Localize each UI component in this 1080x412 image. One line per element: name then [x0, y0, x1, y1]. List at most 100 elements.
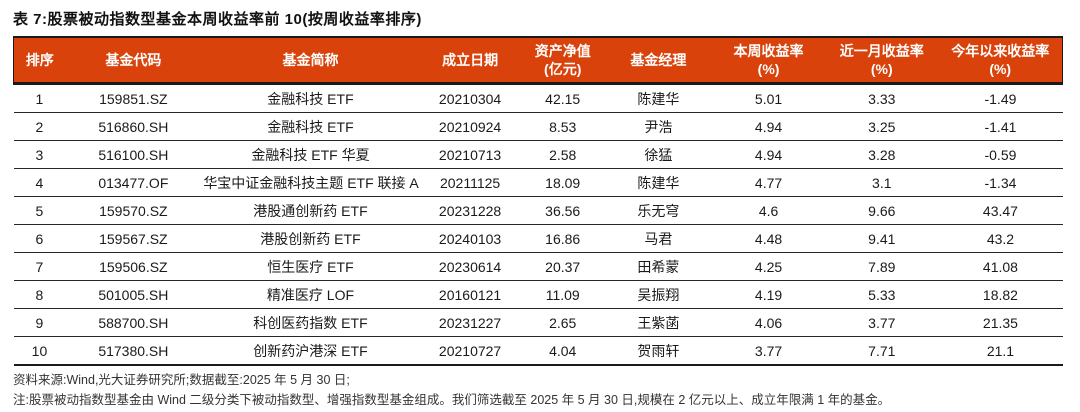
cell-weekly-return: 5.01 [711, 83, 826, 114]
cell-fund-name: 港股通创新药 ETF [201, 196, 420, 226]
cell-rank: 9 [13, 308, 66, 338]
cell-ytd-return: 21.1 [938, 336, 1063, 367]
cell-fund-code: 516860.SH [65, 112, 202, 142]
cell-net-assets: 42.15 [520, 83, 605, 114]
table-row: 4 013477.OF 华宝中证金融科技主题 ETF 联接 A 20211125 18.… [13, 168, 1063, 198]
cell-inception-date: 20160121 [419, 280, 521, 310]
col-header-unit: (亿元) [544, 61, 582, 78]
cell-fund-name: 科创医药指数 ETF [201, 308, 420, 338]
col-header-unit: (%) [989, 61, 1012, 78]
cell-ytd-return: -1.34 [938, 168, 1063, 198]
cell-ytd-return: 43.47 [938, 196, 1063, 226]
col-header-label: 本周收益率 [733, 43, 804, 59]
cell-inception-date: 20231228 [419, 196, 521, 226]
fund-ranking-table: 排序 基金代码 基金简称 成立日期 资产净值 (亿元) 基金经理 本周收益率 (%) 近一月收益率… [13, 36, 1064, 367]
cell-fund-manager: 尹浩 [604, 112, 712, 142]
cell-ytd-return: -1.49 [938, 83, 1063, 114]
cell-rank: 5 [13, 196, 66, 226]
cell-weekly-return: 4.48 [711, 224, 826, 254]
col-header-unit: (%) [870, 61, 893, 78]
col-header-fund-name: 基金简称 [201, 36, 420, 86]
col-header-label: 今年以来收益率 [951, 43, 1050, 59]
cell-fund-manager: 吴振翔 [604, 280, 712, 310]
cell-fund-name: 港股创新药 ETF [201, 224, 420, 254]
method-note: 注:股票被动指数型基金由 Wind 二级分类下被动指数型、增强指数型基金组成。我… [13, 393, 891, 408]
cell-fund-code: 013477.OF [65, 168, 202, 198]
table-footnotes: 资料来源:Wind,光大证券研究所;数据截至:2025 年 5 月 30 日; … [13, 370, 1063, 410]
cell-ytd-return: -0.59 [938, 140, 1063, 170]
cell-fund-name: 精准医疗 LOF [201, 280, 420, 310]
cell-weekly-return: 4.94 [711, 112, 826, 142]
cell-monthly-return: 7.89 [825, 252, 939, 282]
col-header-label: 基金代码 [105, 52, 162, 69]
table-row: 5 159570.SZ 港股通创新药 ETF 20231228 36.56 乐无穹 4.6 9… [13, 196, 1063, 226]
cell-fund-code: 159851.SZ [65, 83, 202, 114]
col-header-label: 基金经理 [630, 52, 687, 69]
header-row: 排序 基金代码 基金简称 成立日期 资产净值 (亿元) 基金经理 本周收益率 (%) 近一月收益率… [13, 36, 1064, 86]
cell-inception-date: 20210924 [419, 112, 521, 142]
table-row: 3 516100.SH 金融科技 ETF 华夏 20210713 2.58 徐猛 4.94 3… [13, 140, 1063, 170]
fund-table-header: 排序 基金代码 基金简称 成立日期 资产净值 (亿元) 基金经理 本周收益率 (%) 近一月收益率… [13, 36, 1064, 86]
cell-weekly-return: 4.94 [711, 140, 826, 170]
cell-fund-manager: 马君 [604, 224, 712, 254]
table-row: 10 517380.SH 创新药沪港深 ETF 20210727 4.04 贺雨轩 3.77… [13, 336, 1063, 367]
cell-monthly-return: 9.41 [825, 224, 939, 254]
col-header-unit: (%) [757, 61, 780, 78]
cell-ytd-return: 18.82 [938, 280, 1063, 310]
cell-rank: 2 [13, 112, 66, 142]
cell-net-assets: 36.56 [520, 196, 605, 226]
cell-weekly-return: 3.77 [711, 336, 826, 367]
cell-ytd-return: 41.08 [938, 252, 1063, 282]
cell-ytd-return: 21.35 [938, 308, 1063, 338]
cell-monthly-return: 3.1 [825, 168, 939, 198]
cell-net-assets: 2.65 [520, 308, 605, 338]
cell-fund-manager: 王紫菡 [604, 308, 712, 338]
cell-fund-manager: 陈建华 [604, 83, 712, 114]
col-header-label: 近一月收益率 [839, 43, 924, 59]
col-header-label: 排序 [25, 52, 54, 69]
cell-net-assets: 4.04 [520, 336, 605, 367]
cell-net-assets: 11.09 [520, 280, 605, 310]
cell-rank: 6 [13, 224, 66, 254]
fund-table-body: 1 159851.SZ 金融科技 ETF 20210304 42.15 陈建华 5.01 3.… [13, 83, 1063, 367]
cell-rank: 3 [13, 140, 66, 170]
col-header-inception-date: 成立日期 [419, 36, 521, 86]
cell-fund-manager: 乐无穹 [604, 196, 712, 226]
table-row: 9 588700.SH 科创医药指数 ETF 20231227 2.65 王紫菡 4.06 3… [13, 308, 1063, 338]
table-row: 8 501005.SH 精准医疗 LOF 20160121 11.09 吴振翔 4.19 5.… [13, 280, 1063, 310]
cell-fund-manager: 陈建华 [604, 168, 712, 198]
cell-inception-date: 20210304 [419, 83, 521, 114]
col-header-label: 成立日期 [442, 52, 499, 69]
cell-fund-code: 159506.SZ [65, 252, 202, 282]
table-row: 7 159506.SZ 恒生医疗 ETF 20230614 20.37 田希蒙 4.25 7.… [13, 252, 1063, 282]
table-row: 2 516860.SH 金融科技 ETF 20210924 8.53 尹浩 4.94 3.25… [13, 112, 1063, 142]
cell-fund-code: 159570.SZ [65, 196, 202, 226]
cell-fund-name: 华宝中证金融科技主题 ETF 联接 A [201, 168, 420, 198]
cell-weekly-return: 4.19 [711, 280, 826, 310]
cell-weekly-return: 4.6 [711, 196, 826, 226]
cell-fund-name: 金融科技 ETF [201, 112, 420, 142]
col-header-label: 基金简称 [282, 52, 339, 69]
cell-weekly-return: 4.06 [711, 308, 826, 338]
cell-monthly-return: 3.77 [825, 308, 939, 338]
cell-inception-date: 20211125 [419, 168, 521, 198]
cell-fund-name: 创新药沪港深 ETF [201, 336, 420, 367]
cell-monthly-return: 3.33 [825, 83, 939, 114]
cell-monthly-return: 3.28 [825, 140, 939, 170]
cell-fund-code: 588700.SH [65, 308, 202, 338]
cell-fund-name: 金融科技 ETF 华夏 [201, 140, 420, 170]
col-header-weekly-return: 本周收益率 (%) [711, 36, 826, 86]
cell-inception-date: 20231227 [419, 308, 521, 338]
col-header-ytd-return: 今年以来收益率 (%) [938, 36, 1064, 86]
cell-fund-code: 516100.SH [65, 140, 202, 170]
cell-fund-code: 517380.SH [65, 336, 202, 367]
cell-ytd-return: -1.41 [938, 112, 1063, 142]
col-header-fund-code: 基金代码 [65, 36, 202, 86]
source-note: 资料来源:Wind,光大证券研究所;数据截至:2025 年 5 月 30 日; [13, 373, 350, 388]
cell-rank: 10 [13, 336, 66, 367]
cell-net-assets: 16.86 [520, 224, 605, 254]
cell-monthly-return: 5.33 [825, 280, 939, 310]
cell-fund-name: 恒生医疗 ETF [201, 252, 420, 282]
col-header-rank: 排序 [13, 36, 66, 86]
